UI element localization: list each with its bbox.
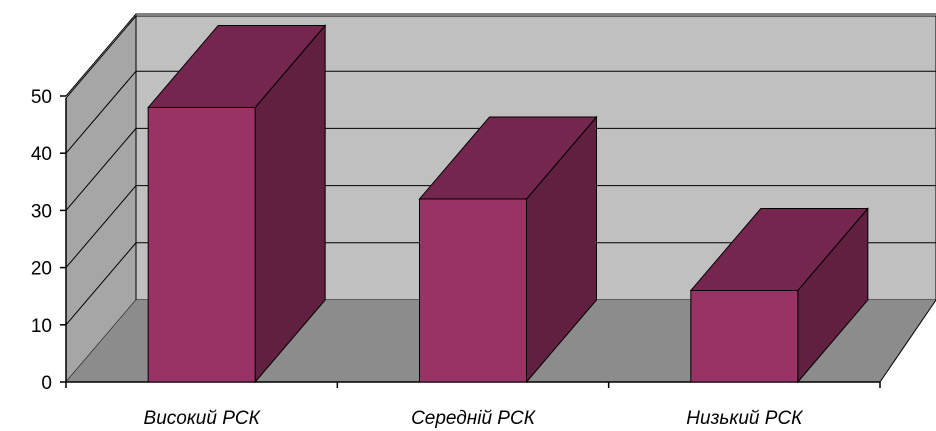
gridlines (65, 13, 936, 326)
gridline-30 (65, 127, 936, 211)
floor-edge (879, 299, 936, 383)
gridline-50 (65, 13, 936, 97)
bars (147, 24, 869, 384)
bar-2 (418, 115, 598, 384)
x-category-label: Низький РСК (686, 408, 804, 429)
y-tick-label: 40 (31, 144, 52, 165)
gridline-10 (65, 242, 936, 326)
bar-1 (147, 24, 327, 384)
x-category-label: Високий РСК (144, 408, 262, 429)
y-tick-label: 20 (31, 259, 52, 280)
bar-front-3 (690, 289, 799, 383)
gridline-20 (65, 185, 936, 268)
bar-front-1 (147, 106, 256, 383)
y-tick-label: 10 (31, 316, 52, 337)
x-axis-category-labels: Високий РСК Середній РСК Низький РСК (144, 408, 805, 429)
y-tick-label: 0 (41, 373, 52, 394)
y-tick-label: 30 (31, 201, 52, 222)
x-category-label: Середній РСК (411, 408, 537, 429)
bar-front-2 (419, 198, 527, 383)
y-tick-label: 50 (31, 87, 52, 108)
bar-3 (689, 207, 869, 384)
gridline-40 (65, 70, 936, 154)
y-axis-tick-labels: 0 10 20 30 40 50 (31, 87, 52, 394)
